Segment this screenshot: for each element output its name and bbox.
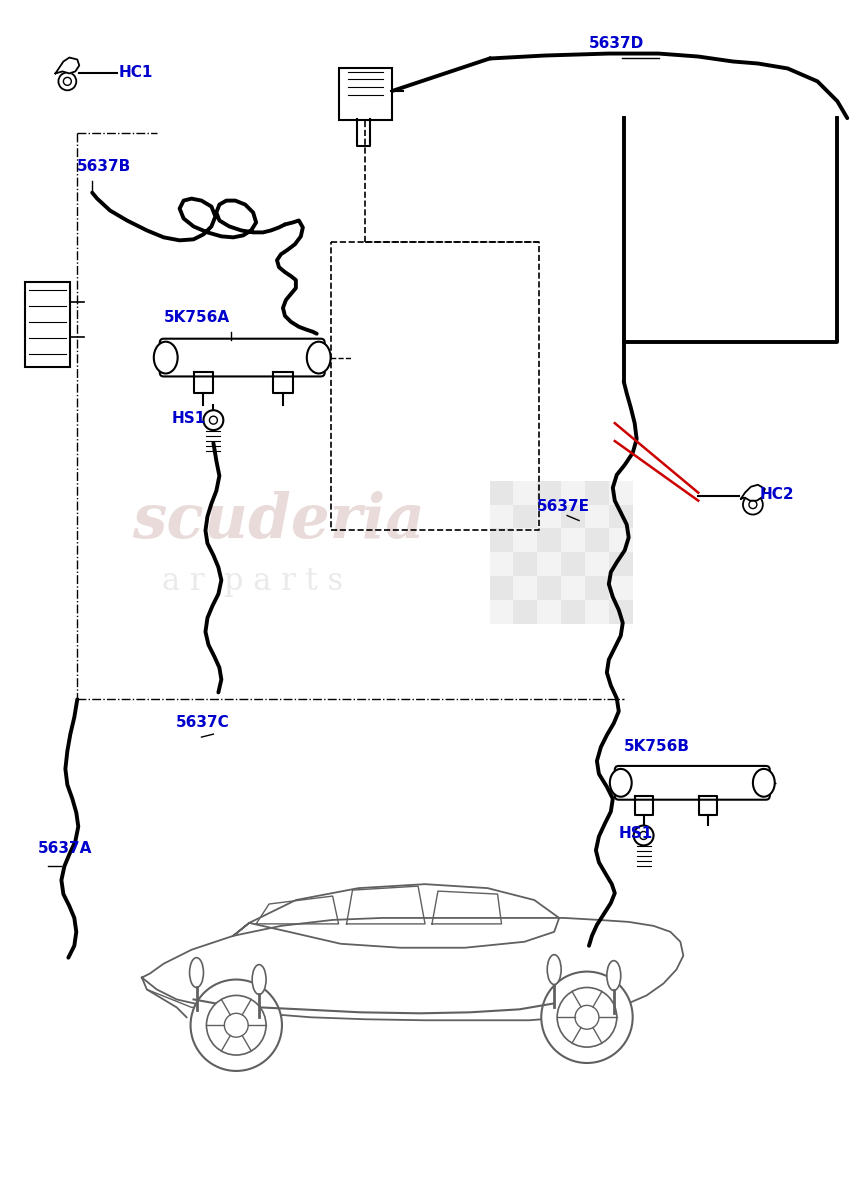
Text: 5637E: 5637E <box>538 498 590 514</box>
Bar <box>489 576 513 600</box>
Bar <box>585 576 609 600</box>
Bar <box>561 528 585 552</box>
Bar <box>538 481 561 505</box>
Polygon shape <box>55 58 79 73</box>
Bar <box>561 576 585 600</box>
Ellipse shape <box>252 965 266 995</box>
Ellipse shape <box>752 769 775 797</box>
FancyBboxPatch shape <box>615 766 770 799</box>
Bar <box>609 552 633 576</box>
Text: 5K756A: 5K756A <box>163 310 230 325</box>
Text: scuderia: scuderia <box>132 492 425 552</box>
Bar <box>585 481 609 505</box>
Bar <box>538 600 561 624</box>
Text: 5K756B: 5K756B <box>624 739 690 754</box>
Bar <box>489 528 513 552</box>
Text: HS1: HS1 <box>172 412 206 426</box>
Bar <box>538 576 561 600</box>
Circle shape <box>557 988 617 1048</box>
Bar <box>561 600 585 624</box>
Bar <box>513 528 538 552</box>
Bar <box>538 552 561 576</box>
Circle shape <box>191 979 282 1070</box>
Bar <box>609 505 633 528</box>
Text: 5637D: 5637D <box>589 36 644 50</box>
Bar <box>538 505 561 528</box>
Circle shape <box>575 1006 599 1030</box>
Text: HS1: HS1 <box>619 827 653 841</box>
Bar <box>513 505 538 528</box>
Bar <box>609 576 633 600</box>
FancyBboxPatch shape <box>160 338 325 377</box>
Text: 5637C: 5637C <box>175 715 230 730</box>
Ellipse shape <box>610 769 632 797</box>
Circle shape <box>64 77 71 85</box>
Bar <box>609 600 633 624</box>
Bar <box>489 481 513 505</box>
Ellipse shape <box>154 342 178 373</box>
Circle shape <box>743 494 763 515</box>
Text: 5637A: 5637A <box>38 841 92 857</box>
Circle shape <box>224 1013 249 1037</box>
Text: 5637B: 5637B <box>77 158 132 174</box>
Bar <box>561 552 585 576</box>
Circle shape <box>210 416 218 424</box>
Bar <box>585 528 609 552</box>
Ellipse shape <box>607 961 621 990</box>
Bar <box>513 576 538 600</box>
Bar <box>585 552 609 576</box>
Ellipse shape <box>307 342 330 373</box>
Circle shape <box>749 500 757 509</box>
Circle shape <box>204 410 224 430</box>
Bar <box>609 481 633 505</box>
Text: a r  p a r t s: a r p a r t s <box>162 566 343 598</box>
Bar <box>513 481 538 505</box>
FancyBboxPatch shape <box>339 68 392 120</box>
Text: HC1: HC1 <box>119 65 153 80</box>
Bar <box>489 505 513 528</box>
Polygon shape <box>741 485 765 500</box>
Bar <box>585 600 609 624</box>
Bar <box>609 528 633 552</box>
Bar <box>489 600 513 624</box>
Bar <box>561 505 585 528</box>
Bar <box>513 552 538 576</box>
Bar <box>585 505 609 528</box>
Circle shape <box>634 826 654 846</box>
Bar <box>489 552 513 576</box>
Ellipse shape <box>189 958 204 988</box>
Text: HC2: HC2 <box>760 487 795 502</box>
Bar <box>538 528 561 552</box>
Circle shape <box>640 832 648 840</box>
Ellipse shape <box>547 955 561 984</box>
Bar <box>513 600 538 624</box>
Circle shape <box>58 72 77 90</box>
Bar <box>561 481 585 505</box>
Circle shape <box>206 996 266 1055</box>
Circle shape <box>541 972 633 1063</box>
Bar <box>25 282 71 366</box>
